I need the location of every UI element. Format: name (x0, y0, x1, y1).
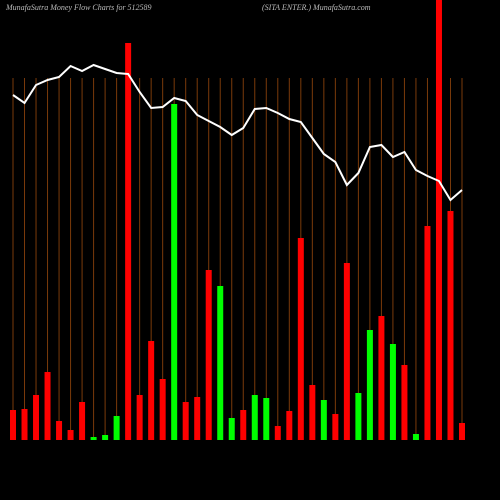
bar (102, 435, 109, 440)
bar (136, 395, 143, 440)
bar (435, 0, 442, 440)
bar (447, 211, 454, 440)
bar (194, 397, 201, 440)
bar (217, 286, 224, 440)
bar (125, 43, 132, 440)
bar (171, 104, 178, 440)
bar (297, 238, 304, 440)
bar (21, 409, 28, 440)
bar (343, 263, 350, 440)
bar (10, 410, 16, 440)
bar (320, 400, 327, 440)
bar (355, 393, 362, 440)
bar (67, 430, 74, 440)
bar (263, 398, 270, 440)
chart-title: MunafaSutra Money Flow Charts for 512589 (5, 3, 152, 12)
bar (113, 416, 120, 440)
bar (424, 226, 431, 440)
bar (228, 418, 235, 440)
bar (412, 434, 419, 440)
bar (182, 402, 189, 440)
bar (148, 341, 155, 440)
bar (56, 421, 63, 440)
bar (44, 372, 51, 440)
bar (378, 316, 385, 440)
bar (332, 414, 339, 440)
bar (90, 437, 97, 440)
bar (205, 270, 212, 440)
bar (251, 395, 258, 440)
bar (366, 330, 373, 440)
bar (79, 402, 86, 440)
bar (401, 365, 408, 440)
bar (159, 379, 166, 440)
bar (240, 410, 247, 440)
chart-subtitle: (SITA ENTER.) MunafaSutra.com (262, 3, 371, 12)
bar (286, 411, 293, 440)
bar (389, 344, 396, 440)
bar (459, 423, 465, 440)
bar (309, 385, 316, 440)
money-flow-line (12, 63, 463, 202)
bar (33, 395, 40, 440)
bar (274, 426, 281, 440)
